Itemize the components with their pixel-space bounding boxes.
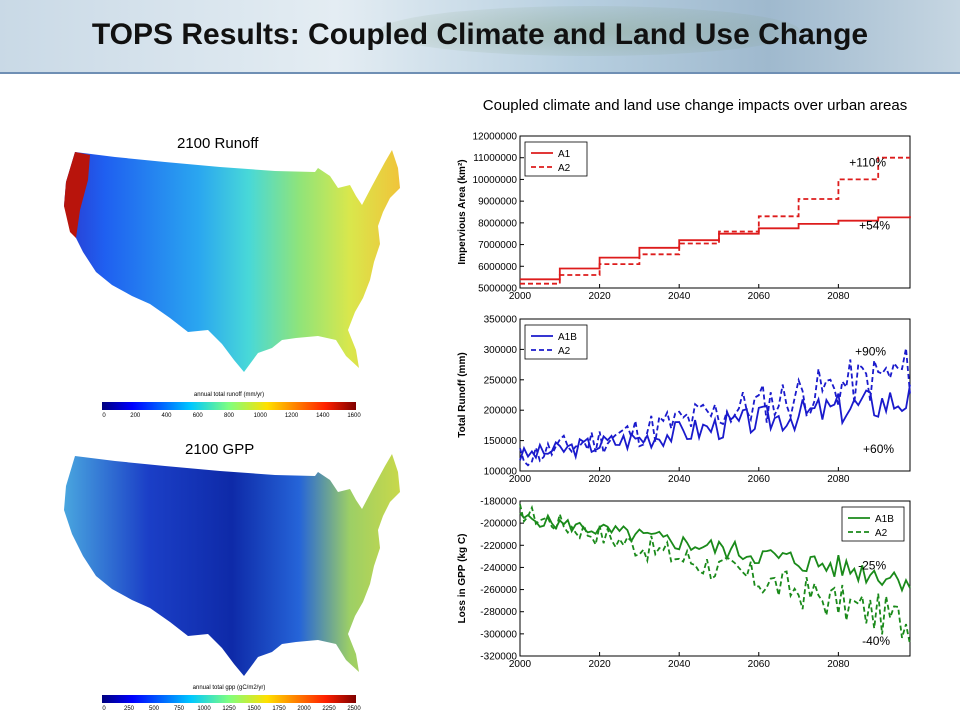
gpp-colorbar-tick: 1000	[197, 706, 211, 712]
gpp-colorbar-tick: 2250	[322, 706, 336, 712]
x-tick-label: 2040	[668, 659, 691, 670]
runoff-map-title: 2100 Runoff	[177, 135, 259, 152]
y-tick-label: 300000	[484, 345, 518, 356]
y-tick-label: 150000	[484, 436, 518, 447]
y-tick-label: -260000	[480, 585, 517, 596]
percent-annotation: +60%	[863, 442, 894, 456]
y-tick-label: -320000	[480, 652, 517, 663]
x-tick-label: 2060	[748, 659, 771, 670]
x-tick-label: 2020	[588, 291, 611, 302]
y-tick-label: 12000000	[473, 132, 518, 143]
charts-title: Coupled climate and land use change impa…	[482, 97, 908, 114]
y-tick-label: 7000000	[478, 240, 517, 251]
runoff-map-coast	[64, 152, 90, 238]
y-tick-label: 6000000	[478, 262, 517, 273]
y-tick-label: -220000	[480, 541, 517, 552]
runoff-colorbar-tick: 400	[161, 413, 172, 419]
x-tick-label: 2060	[748, 474, 771, 485]
x-tick-label: 2020	[588, 659, 611, 670]
y-tick-label: 11000000	[473, 153, 517, 164]
gpp-colorbar-tick: 750	[174, 706, 185, 712]
gpp-colorbar-tick: 2000	[297, 706, 311, 712]
y-tick-label: -240000	[480, 563, 517, 574]
x-tick-label: 2040	[668, 474, 691, 485]
series-line-a2-1	[520, 156, 910, 285]
banner-decoration	[380, 6, 800, 56]
y-tick-label: -200000	[480, 519, 517, 530]
x-tick-label: 2020	[588, 474, 611, 485]
legend-box	[524, 324, 588, 360]
x-tick-label: 2040	[668, 291, 691, 302]
x-tick-label: 2000	[509, 291, 532, 302]
y-tick-label: 350000	[484, 315, 518, 326]
gpp-colorbar-tick: 0	[102, 706, 106, 712]
gpp-colorbar	[102, 695, 356, 703]
legend-entry: A2	[875, 528, 888, 539]
legend-entry: A2	[558, 346, 571, 357]
y-axis-label: Impervious Area (km²)	[457, 159, 468, 264]
runoff-colorbar-label: annual total runoff (mm/yr)	[194, 392, 264, 398]
y-tick-label: 200000	[484, 406, 518, 417]
legend-entry: A1	[558, 149, 571, 160]
gpp-map-shape	[64, 454, 400, 676]
percent-annotation: -40%	[862, 634, 890, 648]
gpp-colorbar-tick: 2500	[347, 706, 361, 712]
x-tick-label: 2060	[748, 291, 771, 302]
series-line-a1b-0	[519, 384, 911, 461]
runoff-map-shape	[64, 150, 400, 372]
y-tick-label: 5000000	[478, 284, 517, 295]
page-title: TOPS Results: Coupled Climate and Land U…	[91, 18, 869, 51]
y-axis-label: Loss in GPP (kg C)	[457, 534, 468, 624]
legend-entry: A1B	[558, 332, 577, 343]
gpp-colorbar-tick: 1250	[222, 706, 236, 712]
runoff-colorbar	[102, 402, 356, 410]
gpp-colorbar-label: annual total gpp (gC/m2/yr)	[193, 685, 266, 691]
y-tick-label: 9000000	[478, 197, 517, 208]
runoff-colorbar-tick: 800	[224, 413, 235, 419]
legend-entry: A2	[558, 163, 571, 174]
legend-box	[841, 506, 905, 542]
y-tick-label: -300000	[480, 629, 517, 640]
runoff-colorbar-tick: 1200	[285, 413, 299, 419]
x-tick-label: 2000	[509, 474, 532, 485]
y-tick-label: 10000000	[473, 175, 518, 186]
runoff-colorbar-tick: 1600	[347, 413, 361, 419]
runoff-colorbar-tick: 200	[130, 413, 141, 419]
y-tick-label: 100000	[484, 467, 518, 478]
y-tick-label: 250000	[484, 375, 518, 386]
percent-annotation: +54%	[859, 218, 890, 232]
runoff-colorbar-tick: 1400	[316, 413, 330, 419]
gpp-colorbar-tick: 250	[124, 706, 135, 712]
y-axis-label: Total Runoff (mm)	[457, 352, 468, 437]
x-tick-label: 2080	[827, 291, 850, 302]
y-tick-label: -280000	[480, 607, 517, 618]
legend-box	[524, 141, 588, 177]
legend-entry: A1B	[875, 514, 894, 525]
gpp-colorbar-tick: 1750	[272, 706, 286, 712]
y-tick-label: -180000	[480, 497, 517, 508]
x-tick-label: 2000	[509, 659, 532, 670]
percent-annotation: -25%	[858, 559, 886, 573]
gpp-colorbar-tick: 500	[149, 706, 160, 712]
x-tick-label: 2080	[827, 474, 850, 485]
gpp-map-title: 2100 GPP	[185, 441, 255, 458]
series-line-a2-1	[519, 348, 911, 467]
runoff-colorbar-tick: 600	[193, 413, 204, 419]
gpp-colorbar-tick: 1500	[247, 706, 261, 712]
runoff-colorbar-tick: 0	[102, 413, 106, 419]
y-tick-label: 8000000	[478, 218, 517, 229]
header-banner	[0, 0, 960, 74]
percent-annotation: +90%	[855, 344, 886, 358]
percent-annotation: +110%	[849, 155, 886, 169]
x-tick-label: 2080	[827, 659, 850, 670]
runoff-colorbar-tick: 1000	[254, 413, 268, 419]
series-line-a2-1	[519, 504, 911, 645]
